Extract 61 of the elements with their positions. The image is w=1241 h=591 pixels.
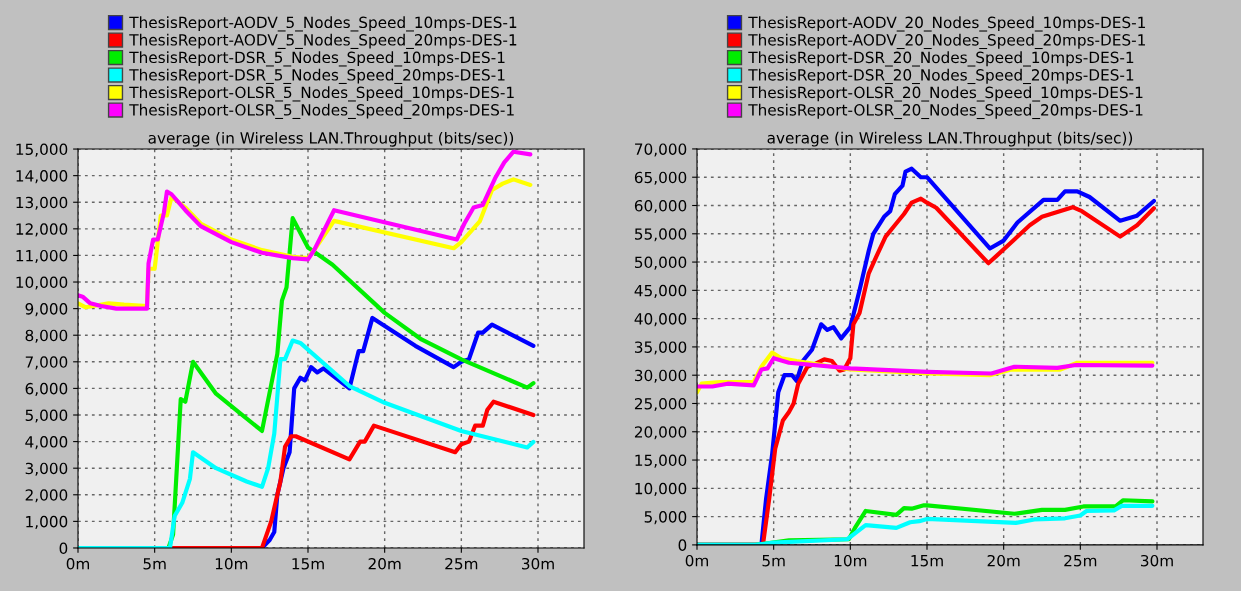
- y-tick-label: 15,000: [635, 454, 687, 468]
- y-tick-label: 65,000: [634, 171, 687, 185]
- y-tick-label: 5,000: [644, 511, 687, 525]
- legend-label: ThesisReport-AODV_20_Nodes_Speed_20mps-DES-1: [748, 33, 1145, 50]
- y-tick-label: 14,000: [16, 170, 68, 184]
- x-tick-label: 25m: [445, 557, 478, 570]
- x-tick-label: 10m: [834, 554, 867, 567]
- y-tick-label: 30,000: [634, 369, 687, 383]
- y-tick-label: 6,000: [25, 382, 68, 396]
- y-tick-label: 55,000: [635, 228, 687, 242]
- legend-label: ThesisReport-DSR_5_Nodes_Speed_10mps-DES-1: [129, 51, 505, 67]
- legend-label: ThesisReport-DSR_5_Nodes_Speed_20mps-DES-1: [129, 68, 505, 84]
- x-tick-label: 20m: [987, 554, 1020, 567]
- line-series: [78, 149, 533, 311]
- y-tick-label: 40,000: [634, 313, 687, 327]
- y-tick-label: 8,000: [25, 329, 68, 343]
- y-tick-label: 50,000: [635, 256, 687, 270]
- y-tick-label: 1,000: [26, 515, 68, 529]
- x-tick-label: 0m: [685, 554, 708, 567]
- y-tick-label: 20,000: [634, 426, 687, 440]
- chart-title: average (in Wireless LAN.Throughput (bits/sec)): [148, 131, 514, 147]
- y-tick-label: 0: [678, 539, 687, 551]
- y-tick-label: 5,000: [25, 409, 68, 423]
- y-tick-label: 3,000: [25, 462, 68, 476]
- line-series: [697, 356, 1155, 389]
- y-tick-label: 10,000: [635, 482, 687, 496]
- legend-label: ThesisReport-OLSR_5_Nodes_Speed_10mps-DES-1: [129, 86, 514, 102]
- legend-label: ThesisReport-AODV_20_Nodes_Speed_10mps-DES-1: [748, 16, 1145, 32]
- y-tick-label: 60,000: [634, 199, 687, 214]
- y-tick-label: 35,000: [634, 341, 687, 355]
- y-tick-label: 2,000: [25, 489, 68, 503]
- x-tick-label: 0m: [66, 557, 89, 570]
- legend-label: ThesisReport-AODV_5_Nodes_Speed_10mps-DES-1: [129, 16, 517, 32]
- x-tick-label: 15m: [292, 558, 324, 570]
- y-tick-label: 11,000: [16, 249, 68, 264]
- y-tick-label: 25,000: [634, 397, 687, 412]
- x-tick-label: 30m: [1141, 554, 1173, 567]
- chart-title: average (in Wireless LAN.Throughput (bits/sec)): [767, 131, 1133, 147]
- y-tick-label: 7,000: [25, 356, 68, 370]
- x-tick-label: 15m: [911, 555, 943, 567]
- legend-label: ThesisReport-OLSR_20_Nodes_Speed_20mps-DES-1: [748, 103, 1143, 120]
- legend-label: ThesisReport-OLSR_5_Nodes_Speed_20mps-DES-1: [129, 103, 514, 119]
- legend-label: ThesisReport-AODV_5_Nodes_Speed_20mps-DES-1: [129, 33, 517, 49]
- y-tick-label: 4,000: [25, 436, 68, 450]
- x-tick-label: 20m: [368, 557, 401, 570]
- y-tick-label: 12,000: [16, 223, 68, 237]
- y-tick-label: 9,000: [25, 303, 68, 317]
- x-tick-label: 25m: [1064, 554, 1097, 567]
- x-tick-label: 30m: [522, 557, 554, 570]
- x-tick-label: 10m: [215, 557, 248, 570]
- legend-label: ThesisReport-DSR_20_Nodes_Speed_20mps-DES-1: [748, 68, 1134, 85]
- y-tick-label: 13,000: [16, 196, 68, 210]
- y-tick-label: 15,000: [16, 143, 68, 157]
- y-tick-label: 10,000: [16, 276, 68, 290]
- legend-label: ThesisReport-OLSR_20_Nodes_Speed_10mps-DES-1: [748, 86, 1143, 102]
- y-tick-label: 70,000: [635, 143, 687, 157]
- legend-label: ThesisReport-DSR_20_Nodes_Speed_10mps-DES-1: [748, 51, 1134, 67]
- x-tick-label: 5m: [143, 558, 166, 570]
- x-tick-label: 5m: [762, 555, 785, 567]
- y-tick-label: 0: [59, 542, 68, 554]
- y-tick-label: 45,000: [634, 284, 687, 298]
